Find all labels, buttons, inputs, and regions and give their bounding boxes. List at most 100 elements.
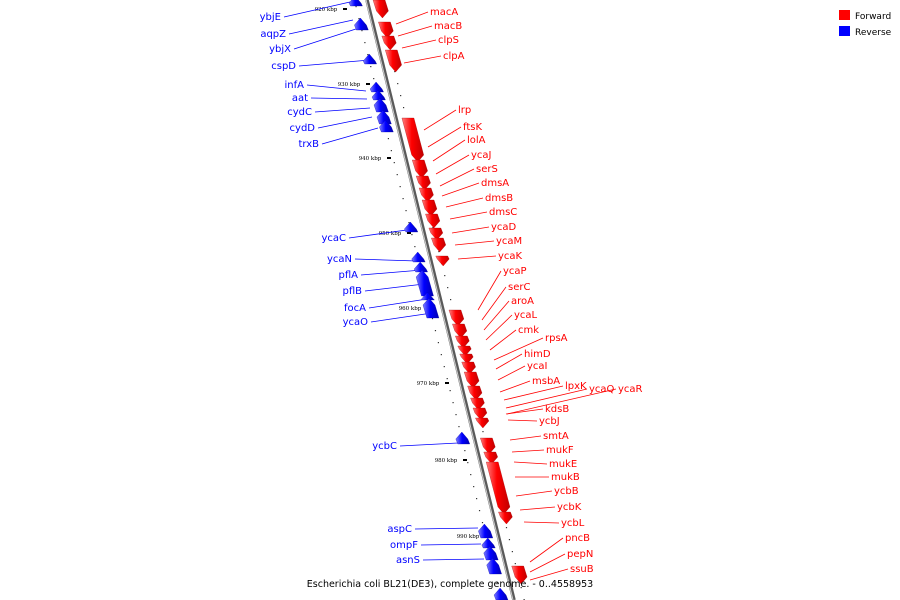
gene-label-ycaj[interactable]: ycaJ xyxy=(471,150,492,161)
reverse-gene-block[interactable] xyxy=(411,251,426,263)
gene-label-ycbj[interactable]: ycbJ xyxy=(539,416,560,427)
gene-label-serc[interactable]: serC xyxy=(508,282,530,293)
gene-label-cmk[interactable]: cmk xyxy=(518,325,539,336)
gene-label-foca[interactable]: focA xyxy=(344,303,366,314)
gene-label-aspc[interactable]: aspC xyxy=(387,524,412,535)
gene-label-ybjx[interactable]: ybjX xyxy=(269,44,291,55)
gene-label-ycal[interactable]: ycaL xyxy=(514,310,538,321)
gene-label-ycbk[interactable]: ycbK xyxy=(557,502,582,513)
gene-label-trxb[interactable]: trxB xyxy=(298,139,319,150)
reverse-gene-block[interactable] xyxy=(379,119,394,133)
forward-gene-block[interactable] xyxy=(385,49,402,73)
gene-label-himd[interactable]: himD xyxy=(524,349,551,360)
forward-gene-block[interactable] xyxy=(467,385,483,401)
gene-label-aqpz[interactable]: aqpZ xyxy=(260,29,286,40)
reverse-gene-block[interactable] xyxy=(413,261,428,273)
gene-label-ybje[interactable]: ybjE xyxy=(260,12,281,23)
forward-gene-block[interactable] xyxy=(435,255,450,267)
forward-gene-block[interactable] xyxy=(448,309,465,327)
gene-label-sers[interactable]: serS xyxy=(476,164,498,175)
forward-gene-block[interactable] xyxy=(480,437,496,455)
gene-label-aroa[interactable]: aroA xyxy=(511,296,534,307)
forward-gene-block[interactable] xyxy=(483,451,498,465)
gene-label-pfla[interactable]: pflA xyxy=(339,270,359,281)
gene-label-muke[interactable]: mukE xyxy=(549,459,577,470)
gene-label-infa[interactable]: infA xyxy=(285,80,305,91)
gene-label-cydc[interactable]: cydC xyxy=(287,107,312,118)
forward-gene-block[interactable] xyxy=(381,35,397,51)
gene-label-ftsk[interactable]: ftsK xyxy=(463,122,482,133)
gene-label-cspd[interactable]: cspD xyxy=(271,61,296,72)
gene-label-macb[interactable]: macB xyxy=(434,21,462,32)
gene-label-lrp[interactable]: lrp xyxy=(458,105,471,116)
forward-gene-block[interactable] xyxy=(498,511,513,525)
forward-gene-block[interactable] xyxy=(485,461,511,515)
gene-label-ycan[interactable]: ycaN xyxy=(327,254,352,265)
gene-label-lpxk[interactable]: lpxK xyxy=(565,381,587,392)
gene-label-clpa[interactable]: clpA xyxy=(443,51,465,62)
reverse-gene-block[interactable] xyxy=(455,431,470,445)
gene-label-ycao[interactable]: ycaO xyxy=(343,317,369,328)
gene-label-ycad[interactable]: ycaD xyxy=(491,222,517,233)
reverse-gene-block[interactable] xyxy=(363,53,377,65)
gene-label-clps[interactable]: clpS xyxy=(438,35,459,46)
reverse-gene-block[interactable] xyxy=(369,81,384,93)
forward-gene-block[interactable] xyxy=(418,187,434,203)
gene-label-ycbb[interactable]: ycbB xyxy=(554,486,579,497)
forward-gene-block[interactable] xyxy=(463,371,480,389)
forward-gene-block[interactable] xyxy=(461,361,476,375)
gene-label-rpsa[interactable]: rpsA xyxy=(545,333,568,344)
gene-label-pflb[interactable]: pflB xyxy=(342,286,362,297)
gene-label-ycbc[interactable]: ycbC xyxy=(372,441,397,452)
gene-label-ycam[interactable]: ycaM xyxy=(496,236,522,247)
forward-gene-block[interactable] xyxy=(431,237,446,253)
gene-label-dmsa[interactable]: dmsA xyxy=(481,178,509,189)
forward-gene-block[interactable] xyxy=(425,213,441,229)
reverse-gene-block[interactable] xyxy=(422,297,440,319)
gene-label-ycar[interactable]: ycaR xyxy=(618,384,643,395)
gene-label-smta[interactable]: smtA xyxy=(543,431,569,442)
gene-label-ycai[interactable]: ycaI xyxy=(527,361,548,372)
forward-gene-block[interactable] xyxy=(378,21,394,39)
gene-label-cydd[interactable]: cydD xyxy=(290,123,316,134)
gene-label-kdsb[interactable]: kdsB xyxy=(545,404,569,415)
gene-label-asns[interactable]: asnS xyxy=(396,555,420,566)
gene-label-pepn[interactable]: pepN xyxy=(567,549,593,560)
gene-label-ompf[interactable]: ompF xyxy=(390,540,418,551)
forward-gene-block[interactable] xyxy=(421,199,438,217)
gene-label-dmsc[interactable]: dmsC xyxy=(489,207,517,218)
gene-label-ycac[interactable]: ycaC xyxy=(321,233,346,244)
forward-gene-block[interactable] xyxy=(411,159,428,179)
gene-label-ycbl[interactable]: ycbL xyxy=(561,518,585,529)
reverse-gene-block[interactable] xyxy=(354,17,369,31)
reverse-gene-block[interactable] xyxy=(415,269,434,297)
forward-gene-block[interactable] xyxy=(511,565,528,585)
gene-label-ssub[interactable]: ssuB xyxy=(570,564,594,575)
reverse-gene-block[interactable] xyxy=(481,537,496,549)
gene-label-pncb[interactable]: pncB xyxy=(565,533,590,544)
forward-gene-block[interactable] xyxy=(372,0,389,19)
forward-gene-block[interactable] xyxy=(428,227,443,241)
forward-gene-block[interactable] xyxy=(415,175,431,191)
forward-gene-block[interactable] xyxy=(457,345,472,357)
forward-gene-block[interactable] xyxy=(455,335,470,349)
gene-label-aat[interactable]: aat xyxy=(292,93,308,104)
reverse-gene-block[interactable] xyxy=(478,523,494,539)
forward-gene-block[interactable] xyxy=(472,407,488,421)
forward-gene-block[interactable] xyxy=(452,323,468,339)
reverse-gene-block[interactable] xyxy=(493,587,509,600)
reverse-gene-block[interactable] xyxy=(348,0,363,7)
gene-label-lola[interactable]: lolA xyxy=(467,135,486,146)
gene-label-mukf[interactable]: mukF xyxy=(546,445,574,456)
gene-label-mukb[interactable]: mukB xyxy=(551,472,580,483)
gene-label-dmsb[interactable]: dmsB xyxy=(485,193,513,204)
gene-label-ycaq[interactable]: ycaQ xyxy=(589,384,615,395)
gene-label-maca[interactable]: macA xyxy=(430,7,458,18)
gene-label-ycak[interactable]: ycaK xyxy=(498,251,523,262)
forward-gene-block[interactable] xyxy=(459,353,474,365)
gene-label-ycap[interactable]: ycaP xyxy=(503,266,527,277)
forward-gene-block[interactable] xyxy=(401,117,424,163)
gene-label-msba[interactable]: msbA xyxy=(532,376,560,387)
reverse-gene-block[interactable] xyxy=(486,557,502,575)
reverse-gene-block[interactable] xyxy=(404,221,419,233)
